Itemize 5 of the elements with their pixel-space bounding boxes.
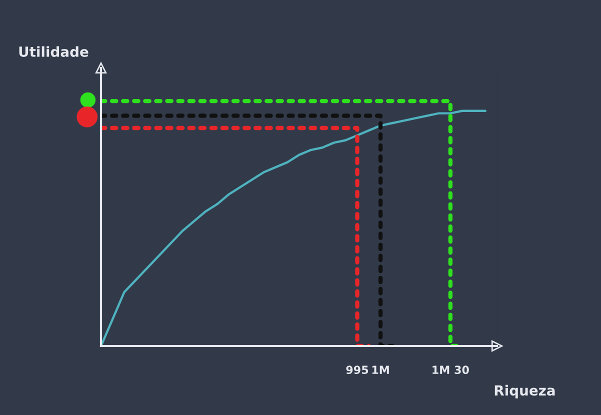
y-axis-title: Utilidade	[19, 46, 88, 57]
x-axis-title: Riqueza	[494, 384, 555, 398]
x-tick-label: 995	[346, 366, 368, 374]
x-tick-label: 1M	[372, 366, 389, 374]
x-tick-label: 1M 30	[432, 366, 469, 374]
